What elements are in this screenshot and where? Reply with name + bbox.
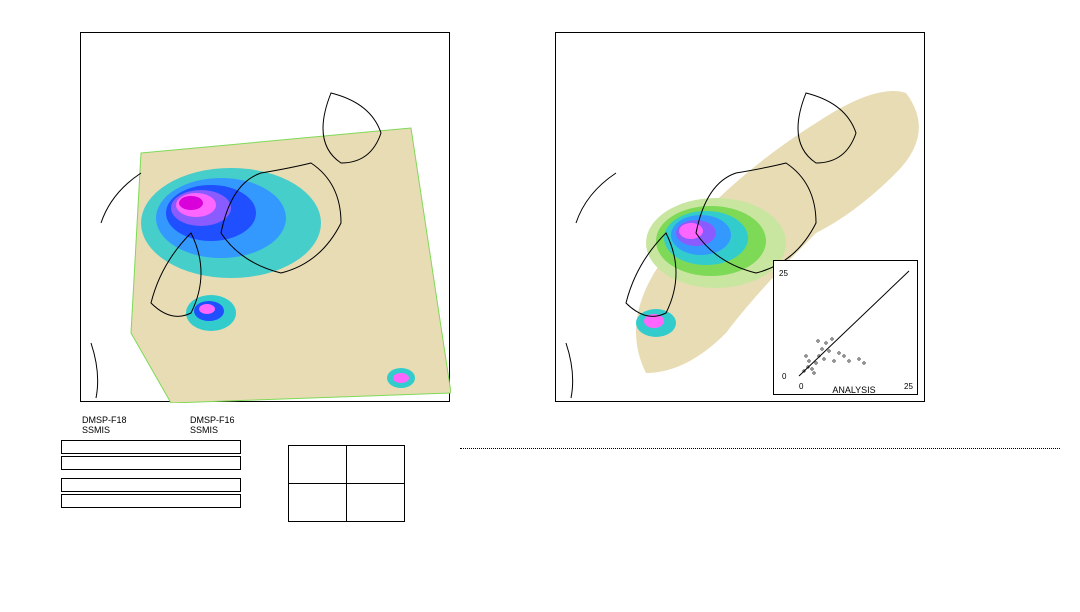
- tot-obs-bar: [61, 494, 241, 508]
- right-map: ANALYSIS 0 25 0 25: [555, 32, 925, 402]
- svg-text:0: 0: [782, 372, 787, 381]
- left-map: [80, 32, 450, 402]
- svg-text:25: 25: [779, 269, 788, 278]
- scatter-inset: ANALYSIS 0 25 0 25: [773, 260, 918, 395]
- sat-f18: DMSP-F18 SSMIS: [82, 415, 127, 435]
- svg-text:ANALYSIS: ANALYSIS: [832, 385, 875, 395]
- occ-obs-bar: [61, 456, 241, 470]
- stats-table-right: [530, 452, 534, 460]
- svg-text:25: 25: [904, 382, 913, 391]
- tot-est-bar: [61, 478, 241, 492]
- contingency-table: [288, 445, 405, 522]
- svg-text:0: 0: [799, 382, 804, 391]
- occ-est-bar: [61, 440, 241, 454]
- stats-table-left: [460, 452, 510, 460]
- sat-f16: DMSP-F16 SSMIS: [190, 415, 235, 435]
